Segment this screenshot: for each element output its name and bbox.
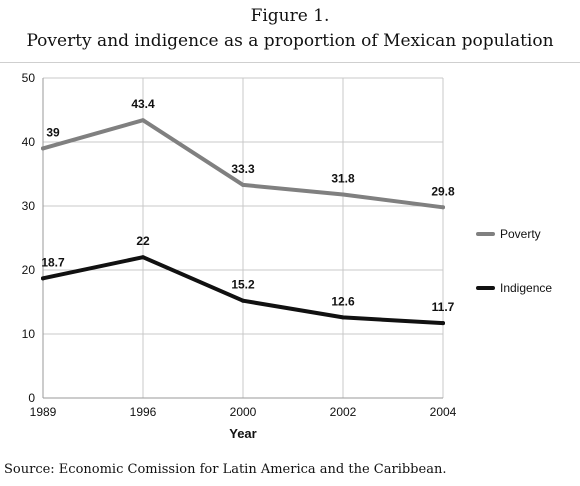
x-tick-label: 2000	[230, 405, 257, 419]
y-tick-label: 10	[22, 327, 36, 341]
legend-label-poverty: Poverty	[500, 227, 541, 241]
y-tick-label: 40	[22, 135, 36, 149]
source-note: Source: Economic Comission for Latin Ame…	[4, 462, 447, 477]
y-tick-label: 0	[28, 391, 35, 405]
figure-title: Poverty and indigence as a proportion of…	[26, 31, 554, 51]
data-label-indigence: 12.6	[331, 294, 355, 308]
legend-label-indigence: Indigence	[500, 281, 552, 295]
data-point-poverty	[241, 182, 245, 187]
title-divider	[0, 62, 580, 63]
x-tick-label: 1989	[30, 405, 57, 419]
data-point-poverty	[341, 192, 345, 197]
data-point-indigence	[441, 321, 445, 326]
data-point-indigence	[41, 276, 45, 281]
data-point-poverty	[41, 146, 45, 151]
data-point-poverty	[141, 118, 145, 123]
x-tick-label: 1996	[130, 405, 157, 419]
figure-label: Figure 1.	[250, 6, 330, 26]
y-tick-label: 20	[22, 263, 36, 277]
data-label-indigence: 18.7	[41, 255, 65, 269]
data-label-indigence: 22	[136, 234, 150, 248]
data-point-poverty	[441, 205, 445, 210]
data-label-poverty: 29.8	[431, 184, 455, 198]
line-chart: 0 10 20 30 40 50 1989 1996 2000 2002 2004 Year 39 43.…	[22, 71, 553, 441]
x-axis-title: Year	[229, 426, 256, 441]
data-label-poverty: 33.3	[231, 162, 255, 176]
data-label-poverty: 43.4	[131, 97, 155, 111]
data-label-indigence: 11.7	[432, 300, 455, 314]
data-point-indigence	[141, 255, 145, 260]
y-tick-label: 50	[22, 71, 36, 85]
x-tick-label: 2004	[430, 405, 457, 419]
data-label-indigence: 15.2	[231, 278, 255, 292]
x-tick-label: 2002	[330, 405, 357, 419]
data-point-indigence	[241, 298, 245, 303]
data-label-poverty: 31.8	[331, 171, 355, 185]
data-label-poverty: 39	[46, 125, 60, 139]
data-point-indigence	[341, 315, 345, 320]
y-tick-label: 30	[22, 199, 36, 213]
